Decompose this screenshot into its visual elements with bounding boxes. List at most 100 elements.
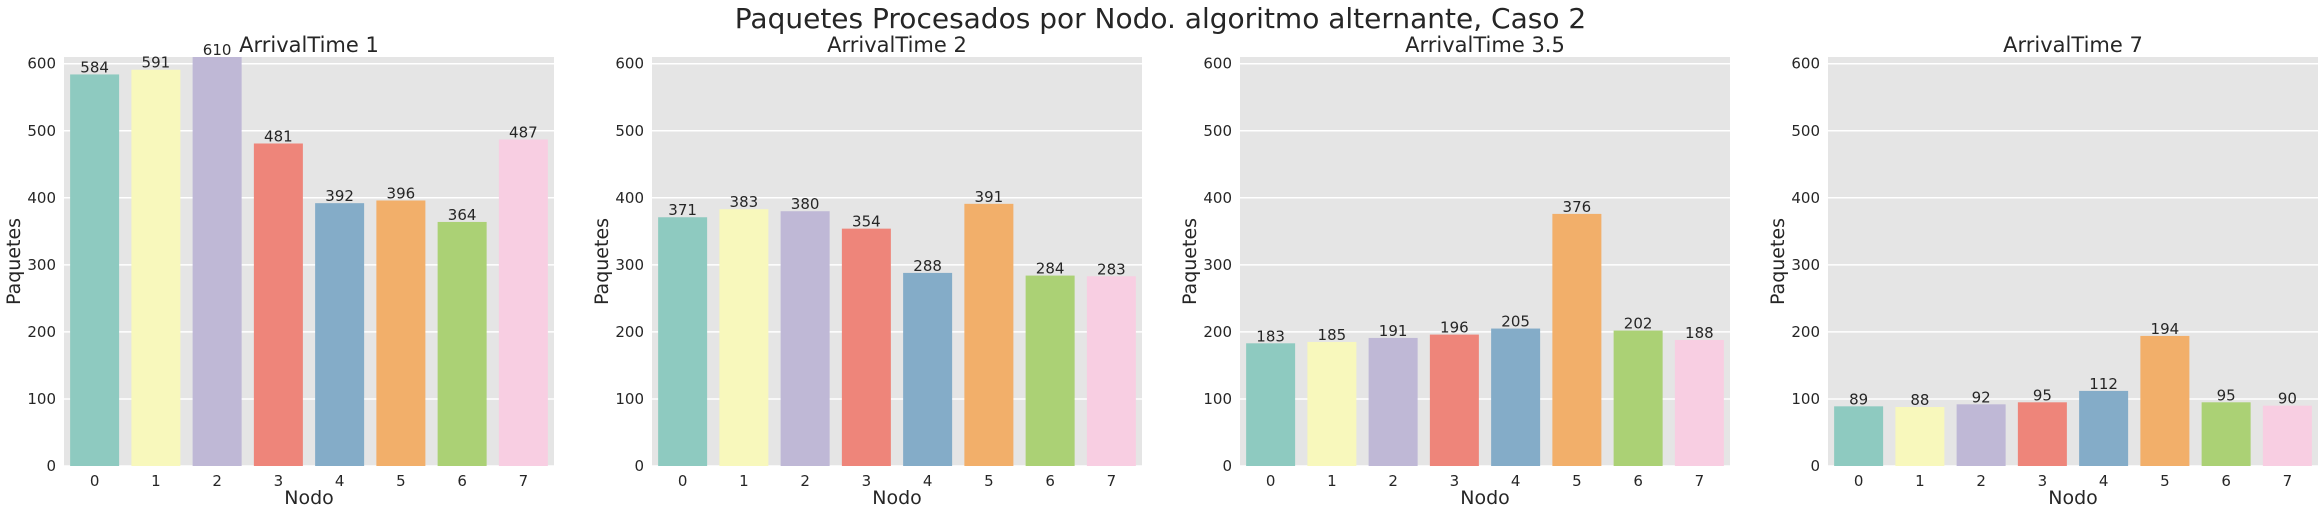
y-tick-label: 0	[1810, 457, 1820, 475]
bar	[1307, 341, 1357, 466]
y-tick-label: 0	[634, 457, 644, 475]
x-tick-label: 0	[1266, 472, 1276, 490]
x-tick-label: 6	[457, 472, 467, 490]
bar	[315, 203, 365, 466]
x-axis-label: Nodo	[1460, 487, 1510, 509]
y-axis-label: Paquetes	[591, 218, 613, 305]
bar-value-label: 487	[509, 123, 538, 141]
bar	[903, 272, 953, 466]
bar	[1613, 330, 1663, 466]
x-tick-label: 5	[2160, 472, 2170, 490]
x-tick-label: 3	[862, 472, 872, 490]
bar	[498, 139, 548, 466]
bar	[719, 209, 769, 466]
x-tick-label: 1	[1915, 472, 1925, 490]
bar	[1552, 213, 1602, 466]
x-tick-label: 2	[1976, 472, 1986, 490]
y-axis-label: Paquetes	[1767, 218, 1789, 305]
y-axis-label: Paquetes	[3, 218, 25, 305]
x-axis-label: Nodo	[284, 487, 334, 509]
bar-value-label: 288	[913, 257, 942, 275]
x-tick-label: 4	[923, 472, 933, 490]
bar	[2201, 402, 2251, 466]
y-tick-label: 400	[1203, 189, 1232, 207]
chart-title: ArrivalTime 7	[2003, 33, 2143, 57]
bar	[1429, 334, 1479, 466]
x-tick-label: 0	[90, 472, 100, 490]
y-tick-label: 0	[46, 457, 56, 475]
bar	[2017, 402, 2067, 466]
bar-value-label: 371	[668, 201, 697, 219]
bar	[437, 221, 487, 466]
x-tick-label: 1	[739, 472, 749, 490]
y-axis-label: Paquetes	[1179, 218, 1201, 305]
bar-value-label: 283	[1097, 260, 1126, 278]
bar	[2262, 405, 2312, 466]
y-tick-label: 300	[1203, 256, 1232, 274]
bar-value-label: 284	[1036, 260, 1065, 278]
bar	[192, 57, 242, 466]
bar	[1895, 406, 1945, 466]
y-tick-label: 500	[27, 122, 56, 140]
bar-value-label: 364	[448, 206, 477, 224]
x-tick-label: 2	[800, 472, 810, 490]
y-tick-label: 500	[615, 122, 644, 140]
x-tick-label: 0	[678, 472, 688, 490]
x-tick-label: 5	[396, 472, 406, 490]
bar	[70, 74, 120, 466]
bar-value-label: 205	[1501, 313, 1530, 331]
x-tick-label: 3	[1450, 472, 1460, 490]
x-tick-label: 3	[2038, 472, 2048, 490]
bar-value-label: 112	[2089, 375, 2118, 393]
x-tick-label: 7	[2283, 472, 2293, 490]
bar-value-label: 376	[1563, 198, 1592, 216]
bar	[841, 228, 891, 466]
bar-value-label: 183	[1256, 327, 1285, 345]
bar	[2079, 390, 2129, 466]
y-tick-label: 100	[615, 390, 644, 408]
y-tick-label: 200	[1203, 323, 1232, 341]
bar	[658, 217, 708, 466]
y-tick-label: 200	[615, 323, 644, 341]
bar	[376, 200, 426, 467]
figure-title: Paquetes Procesados por Nodo. algoritmo …	[734, 2, 1587, 35]
bar	[1246, 343, 1296, 466]
plot-area	[1828, 57, 2318, 466]
y-tick-label: 400	[27, 189, 56, 207]
bar-value-label: 90	[2278, 390, 2297, 408]
y-tick-label: 600	[27, 55, 56, 73]
x-tick-label: 7	[1695, 472, 1705, 490]
bar-value-label: 391	[975, 188, 1004, 206]
y-tick-label: 100	[1203, 390, 1232, 408]
bar-value-label: 88	[1910, 391, 1929, 409]
x-tick-label: 4	[335, 472, 345, 490]
y-tick-label: 300	[1791, 256, 1820, 274]
x-axis-label: Nodo	[2048, 487, 2098, 509]
x-tick-label: 5	[1572, 472, 1582, 490]
x-tick-label: 6	[2221, 472, 2231, 490]
bar	[1086, 276, 1136, 466]
x-tick-label: 7	[1107, 472, 1117, 490]
y-tick-label: 500	[1791, 122, 1820, 140]
y-tick-label: 300	[615, 256, 644, 274]
x-tick-label: 2	[212, 472, 222, 490]
bar-value-label: 610	[203, 41, 232, 59]
x-tick-label: 1	[151, 472, 161, 490]
bar-value-label: 383	[730, 193, 759, 211]
x-axis-label: Nodo	[872, 487, 922, 509]
bar-value-label: 392	[325, 187, 354, 205]
bar-value-label: 95	[2033, 386, 2052, 404]
y-tick-label: 100	[1791, 390, 1820, 408]
bar-value-label: 354	[852, 213, 881, 231]
bar-value-label: 89	[1849, 390, 1868, 408]
y-tick-label: 600	[615, 55, 644, 73]
bar-value-label: 396	[387, 184, 416, 202]
bar-value-label: 196	[1440, 319, 1469, 337]
bar-value-label: 185	[1318, 326, 1347, 344]
chart-title: ArrivalTime 2	[827, 33, 967, 57]
bar	[131, 69, 181, 466]
x-tick-label: 6	[1633, 472, 1643, 490]
y-tick-label: 200	[1791, 323, 1820, 341]
chart-title: ArrivalTime 3.5	[1405, 33, 1565, 57]
